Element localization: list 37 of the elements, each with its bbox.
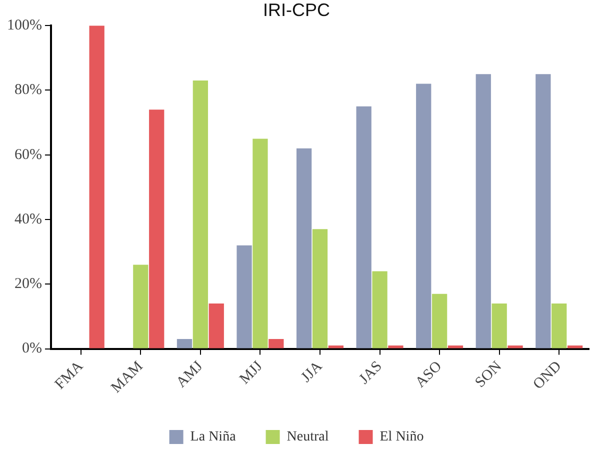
bar [176, 339, 192, 348]
bar [508, 346, 523, 348]
bar [89, 26, 104, 348]
bar [416, 84, 432, 348]
y-tick-label: 0% [22, 340, 42, 357]
bar [192, 80, 208, 348]
y-tick-label: 60% [14, 146, 42, 163]
bar [208, 304, 224, 348]
bar [149, 110, 164, 348]
bar [356, 106, 372, 348]
bar [133, 264, 148, 348]
bar [236, 245, 252, 348]
bar [476, 74, 491, 348]
legend-label: La Niña [190, 430, 237, 445]
bar [388, 346, 404, 348]
bar [536, 74, 551, 348]
x-tick-label: JJA [298, 358, 326, 386]
y-tick-label: 20% [14, 276, 42, 292]
bar [448, 346, 464, 348]
y-tick-label: 100% [6, 18, 42, 34]
chart-title: IRI-CPC [263, 0, 330, 20]
bar [312, 229, 328, 348]
bar [432, 294, 448, 348]
bar [252, 138, 268, 348]
bar [552, 304, 567, 348]
bar [372, 271, 388, 348]
y-tick-label: 80% [14, 82, 42, 98]
bar [328, 346, 344, 348]
x-tick-label: MJJ [236, 358, 266, 388]
bar [492, 304, 507, 348]
legend-label: El Niño [380, 430, 424, 445]
bar [268, 339, 284, 348]
x-tick-label: JAS [356, 358, 386, 388]
legend-label: Neutral [286, 430, 329, 445]
bar [296, 148, 312, 348]
y-tick-label: 40% [14, 211, 42, 228]
bar [567, 346, 583, 348]
